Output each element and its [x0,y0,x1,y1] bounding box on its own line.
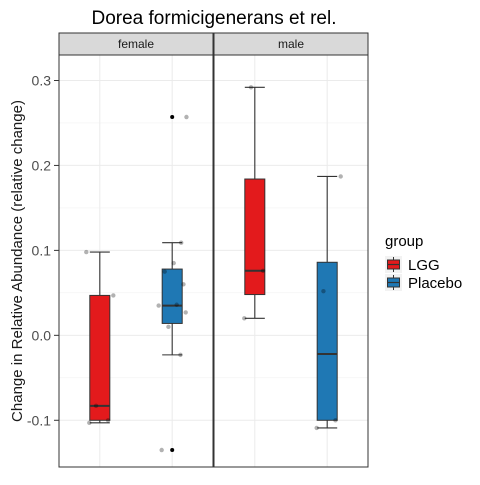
y-axis-label: Change in Relative Abundance (relative c… [9,100,26,422]
panel-border [213,54,369,468]
facet-label: male [278,37,304,51]
y-tick-label: 0.1 [32,242,52,258]
facet-label: female [118,37,154,51]
data-point [333,418,338,423]
data-point [314,425,319,431]
box-placebo [316,261,338,421]
data-point [338,174,343,179]
data-point [159,447,164,453]
chart-title: Dorea formicigenerans et rel. [92,8,337,29]
panel-background [214,55,368,467]
box-lgg [89,294,111,421]
y-tick-label: 0.2 [32,157,52,173]
y-tick-label: 0.0 [32,327,52,343]
box-placebo [161,268,183,324]
data-point [87,420,92,426]
data-point [181,282,186,287]
data-point [105,418,111,423]
data-point [171,260,176,266]
data-point [93,403,99,409]
legend-title: group [385,233,423,250]
data-point [178,240,184,245]
y-tick-label: 0.3 [32,72,52,88]
box-lgg [244,178,266,296]
legend-label: LGG [408,257,440,274]
panel-background [59,55,213,467]
data-point [248,85,254,90]
data-point [111,293,116,298]
data-point [178,352,183,358]
data-point [174,302,179,307]
data-point [156,303,161,308]
data-point [183,310,188,315]
data-point [260,268,266,273]
data-point [184,114,189,120]
y-tick-label: -0.1 [27,412,51,428]
data-point [84,249,89,255]
legend-label: Placebo [408,275,462,292]
data-point [321,288,326,294]
data-point [162,269,167,274]
outlier-point [170,115,175,120]
data-point [242,316,247,321]
outlier-point [170,448,175,453]
panel-border [58,54,214,468]
data-point [166,324,171,330]
